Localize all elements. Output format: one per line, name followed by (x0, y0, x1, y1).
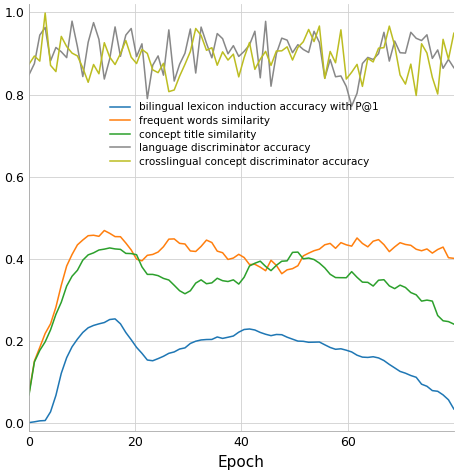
frequent words similarity (284, 267, 290, 273)
crosslingual concept discriminator accuracy (408, 61, 414, 67)
language discriminator accuracy (451, 65, 457, 71)
crosslingual concept discriminator accuracy (220, 49, 225, 55)
language discriminator accuracy (284, 37, 290, 43)
concept title similarity (290, 249, 295, 255)
crosslingual concept discriminator accuracy (284, 44, 290, 50)
bilingual lexicon induction accuracy with P@1 (451, 406, 457, 412)
crosslingual concept discriminator accuracy (306, 27, 311, 32)
crosslingual concept discriminator accuracy (451, 30, 457, 36)
language discriminator accuracy (69, 18, 75, 24)
bilingual lexicon induction accuracy with P@1 (112, 316, 118, 322)
language discriminator accuracy (306, 50, 311, 55)
frequent words similarity (306, 250, 311, 256)
language discriminator accuracy (349, 103, 354, 109)
bilingual lexicon induction accuracy with P@1 (290, 337, 295, 342)
bilingual lexicon induction accuracy with P@1 (220, 336, 225, 341)
language discriminator accuracy (290, 50, 295, 55)
Line: language discriminator accuracy: language discriminator accuracy (29, 21, 454, 106)
frequent words similarity (220, 250, 225, 255)
Line: bilingual lexicon induction accuracy with P@1: bilingual lexicon induction accuracy wit… (29, 319, 454, 423)
frequent words similarity (451, 255, 457, 261)
Line: concept title similarity: concept title similarity (29, 248, 454, 395)
crosslingual concept discriminator accuracy (290, 57, 295, 63)
X-axis label: Epoch: Epoch (218, 455, 265, 470)
frequent words similarity (290, 266, 295, 272)
concept title similarity (451, 321, 457, 327)
Line: frequent words similarity: frequent words similarity (29, 230, 454, 393)
language discriminator accuracy (26, 72, 32, 78)
crosslingual concept discriminator accuracy (26, 61, 32, 67)
Line: crosslingual concept discriminator accuracy: crosslingual concept discriminator accur… (29, 13, 454, 95)
bilingual lexicon induction accuracy with P@1 (26, 420, 32, 426)
bilingual lexicon induction accuracy with P@1 (306, 339, 311, 345)
crosslingual concept discriminator accuracy (43, 10, 48, 16)
bilingual lexicon induction accuracy with P@1 (322, 342, 327, 347)
crosslingual concept discriminator accuracy (414, 92, 419, 98)
language discriminator accuracy (322, 75, 327, 81)
bilingual lexicon induction accuracy with P@1 (284, 334, 290, 340)
bilingual lexicon induction accuracy with P@1 (408, 373, 414, 378)
concept title similarity (306, 255, 311, 261)
concept title similarity (26, 392, 32, 398)
language discriminator accuracy (414, 36, 419, 41)
frequent words similarity (408, 243, 414, 248)
concept title similarity (322, 265, 327, 271)
frequent words similarity (322, 242, 327, 247)
concept title similarity (107, 245, 112, 251)
concept title similarity (220, 278, 225, 283)
language discriminator accuracy (220, 36, 225, 42)
frequent words similarity (102, 228, 107, 233)
crosslingual concept discriminator accuracy (322, 75, 327, 81)
concept title similarity (408, 290, 414, 295)
Legend: bilingual lexicon induction accuracy with P@1, frequent words similarity, concep: bilingual lexicon induction accuracy wit… (105, 98, 382, 171)
frequent words similarity (26, 390, 32, 396)
concept title similarity (284, 258, 290, 264)
